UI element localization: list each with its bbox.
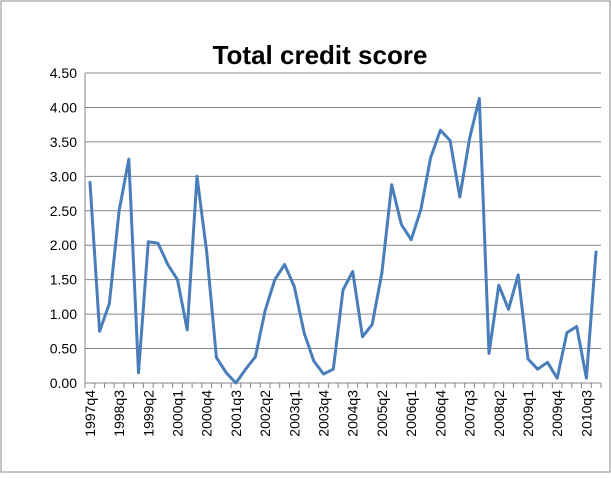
x-tick-label: 2000q4 (199, 390, 215, 437)
y-tick-label: 1.50 (50, 272, 77, 288)
y-tick-label: 3.00 (50, 168, 77, 184)
x-tick-label: 2003q4 (316, 390, 332, 437)
y-tick-label: 4.50 (50, 65, 77, 81)
y-tick-label: 2.50 (50, 203, 77, 219)
x-tick-label: 2001q3 (228, 390, 244, 437)
x-tick-label: 2009q4 (549, 390, 565, 437)
x-tick-label: 1997q4 (82, 390, 98, 437)
x-tick-label: 2003q1 (286, 390, 302, 437)
x-tick-label: 2004q3 (345, 390, 361, 437)
y-tick-label: 0.00 (50, 375, 77, 391)
x-tick-label: 2000q1 (169, 390, 185, 437)
x-tick-label: 2008q2 (491, 390, 507, 437)
y-tick-label: 0.50 (50, 341, 77, 357)
y-tick-label: 3.50 (50, 134, 77, 150)
data-line (88, 97, 598, 385)
y-tick-label: 2.00 (50, 237, 77, 253)
x-tick-label: 2009q1 (520, 390, 536, 437)
y-tick-label: 4.00 (50, 99, 77, 115)
x-tick-label: 2006q4 (432, 390, 448, 437)
x-tick-label: 2002q2 (257, 390, 273, 437)
x-tick-label: 1999q2 (140, 390, 156, 437)
x-tick-label: 2005q2 (374, 390, 390, 437)
chart-title: Total credit score (213, 40, 428, 70)
x-tick-label: 2006q1 (403, 390, 419, 437)
y-tick-label: 1.00 (50, 306, 77, 322)
x-tick-label: 2007q3 (462, 390, 478, 437)
x-tick-label: 1998q3 (111, 390, 127, 437)
x-tick-label: 2010q3 (578, 390, 594, 437)
